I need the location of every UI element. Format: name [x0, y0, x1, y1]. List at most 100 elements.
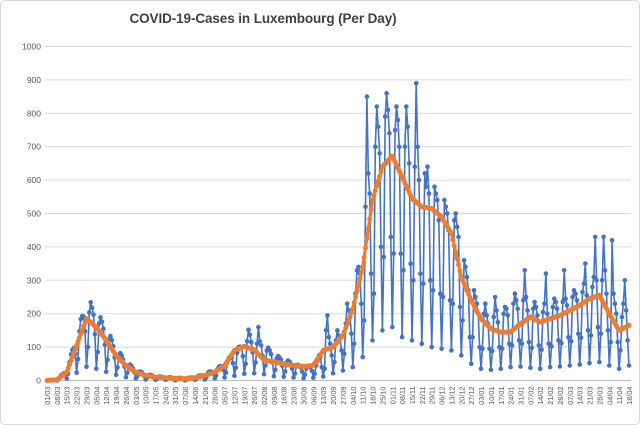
- x-tick-label: 13/09: [319, 387, 328, 405]
- daily-cases-marker: [263, 363, 268, 368]
- daily-cases-marker: [381, 254, 387, 260]
- rolling-average-marker: [371, 192, 377, 198]
- series-rolling-average: [44, 153, 632, 383]
- daily-cases-marker: [399, 334, 405, 340]
- daily-cases-marker: [373, 144, 378, 149]
- x-tick-label: 25/10: [378, 387, 387, 405]
- daily-cases-marker: [368, 271, 374, 276]
- daily-cases-marker: [611, 291, 616, 297]
- x-tick-label: 03/05: [132, 387, 141, 405]
- rolling-average-marker: [79, 327, 85, 333]
- y-tick-label: 500: [27, 209, 41, 219]
- x-tick-label: 18/04: [625, 387, 634, 405]
- rolling-average-marker: [454, 255, 460, 261]
- daily-cases-marker: [483, 301, 488, 307]
- rolling-average-marker: [378, 169, 384, 174]
- daily-cases-marker: [91, 312, 96, 318]
- daily-cases-marker: [405, 124, 411, 129]
- daily-cases-marker: [514, 298, 519, 303]
- x-tick-label: 18/10: [369, 387, 378, 405]
- daily-cases-marker: [437, 291, 443, 297]
- daily-cases-marker: [484, 313, 490, 318]
- daily-cases-marker: [578, 335, 584, 341]
- rolling-average-marker: [453, 249, 459, 255]
- daily-cases-marker: [553, 299, 558, 305]
- daily-cases-marker: [528, 365, 533, 371]
- daily-cases-marker: [87, 310, 92, 315]
- daily-cases-marker: [103, 369, 109, 375]
- daily-cases-marker: [339, 348, 344, 353]
- daily-cases-marker: [447, 298, 453, 303]
- daily-cases-marker: [505, 313, 511, 318]
- rolling-average-marker: [344, 321, 350, 327]
- daily-cases-marker: [273, 367, 278, 373]
- rolling-average-marker: [340, 332, 346, 338]
- daily-cases-marker: [607, 363, 612, 368]
- daily-cases-marker: [440, 294, 446, 300]
- daily-cases-marker: [392, 127, 398, 133]
- daily-cases-marker: [542, 301, 547, 307]
- daily-cases-marker: [625, 338, 630, 343]
- x-tick-label: 05/04: [92, 387, 101, 405]
- daily-cases-marker: [419, 341, 425, 347]
- rolling-average-marker: [451, 243, 457, 249]
- daily-cases-marker: [522, 268, 527, 273]
- x-tick-label: 01/11: [388, 387, 397, 405]
- rolling-average-marker: [64, 369, 70, 375]
- daily-cases-marker: [499, 346, 505, 352]
- daily-cases-marker: [242, 371, 247, 377]
- daily-cases-marker: [471, 288, 477, 293]
- rolling-average-marker: [348, 310, 354, 315]
- rolling-average-marker: [374, 183, 380, 189]
- y-tick-label: 900: [27, 75, 41, 85]
- rolling-average-marker: [372, 188, 378, 194]
- y-tick-label: 800: [27, 108, 41, 118]
- daily-cases-marker: [529, 345, 535, 351]
- x-tick-label: 08/03: [53, 387, 62, 405]
- daily-cases-marker: [576, 331, 581, 337]
- daily-cases-marker: [299, 369, 305, 374]
- daily-cases-marker: [605, 328, 611, 333]
- daily-cases-marker: [463, 264, 468, 270]
- daily-cases-marker: [330, 370, 336, 376]
- rolling-average-marker: [358, 270, 364, 276]
- daily-cases-marker: [422, 171, 428, 176]
- daily-cases-marker: [232, 373, 237, 379]
- x-axis-labels: 01/03 08/03 15/03 22/03 29/03 05/04 12/04 19/04…: [43, 387, 634, 405]
- daily-cases-marker: [609, 237, 615, 243]
- rolling-average-marker: [370, 197, 375, 203]
- daily-cases-marker: [109, 337, 115, 343]
- daily-cases-marker: [361, 318, 367, 323]
- daily-cases-marker: [292, 371, 298, 376]
- daily-cases-marker: [585, 328, 591, 333]
- daily-cases-marker: [598, 331, 604, 337]
- daily-cases-marker: [494, 308, 499, 313]
- daily-cases-marker: [619, 314, 625, 320]
- daily-cases-marker: [470, 334, 475, 340]
- daily-cases-marker: [377, 151, 382, 156]
- rolling-average-marker: [78, 331, 84, 337]
- daily-cases-marker: [535, 313, 540, 318]
- daily-cases-marker: [618, 348, 623, 353]
- rolling-average-marker: [450, 237, 456, 243]
- daily-cases-marker: [556, 338, 561, 343]
- daily-cases-marker: [366, 171, 371, 176]
- daily-cases-marker: [554, 306, 560, 312]
- y-tick-label: 200: [27, 309, 41, 319]
- daily-cases-marker: [573, 291, 578, 297]
- daily-cases-marker: [442, 197, 447, 203]
- daily-cases-marker: [374, 104, 380, 109]
- y-tick-label: 1000: [22, 42, 41, 52]
- daily-cases-marker: [105, 357, 110, 363]
- daily-cases-marker: [378, 244, 384, 250]
- daily-cases-marker: [322, 366, 327, 372]
- daily-cases-marker: [449, 348, 454, 353]
- daily-cases-marker: [108, 333, 113, 339]
- x-tick-label: 20/12: [457, 387, 466, 405]
- x-tick-label: 07/02: [526, 387, 535, 405]
- daily-cases-marker: [401, 268, 406, 273]
- daily-cases-marker: [398, 251, 404, 256]
- daily-cases-marker: [375, 124, 381, 129]
- x-tick-label: 08/11: [398, 387, 407, 405]
